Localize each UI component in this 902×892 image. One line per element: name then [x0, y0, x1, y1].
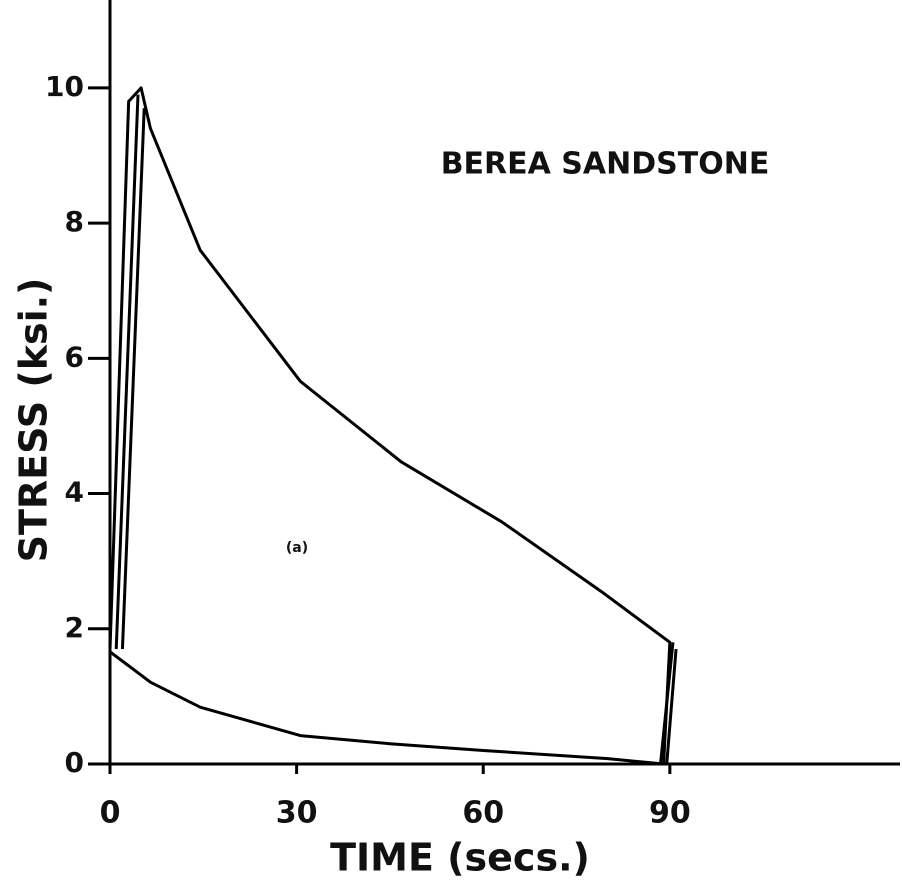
- series-line: [665, 648, 678, 765]
- x-tick-label: 0: [100, 796, 121, 831]
- y-tick-label: 8: [65, 205, 84, 238]
- series-line: [108, 86, 672, 766]
- y-tick-label: 0: [65, 746, 84, 779]
- annotation: (a): [286, 540, 308, 556]
- series-line: [120, 108, 146, 650]
- x-tick-label: 60: [462, 796, 504, 831]
- x-tick-label: 30: [276, 796, 318, 831]
- y-tick-label: 4: [65, 476, 84, 509]
- chart-title: BEREA SANDSTONE: [441, 147, 770, 182]
- x-axis-label: TIME (secs.): [330, 836, 590, 880]
- series-line: [114, 94, 140, 650]
- x-tick-label: 90: [649, 796, 691, 831]
- y-tick-label: 2: [65, 611, 84, 644]
- y-tick-label: 10: [45, 70, 84, 103]
- series-line: [659, 642, 675, 765]
- y-axis-label: STRESS (ksi.): [12, 278, 56, 563]
- y-tick-label: 6: [65, 340, 84, 373]
